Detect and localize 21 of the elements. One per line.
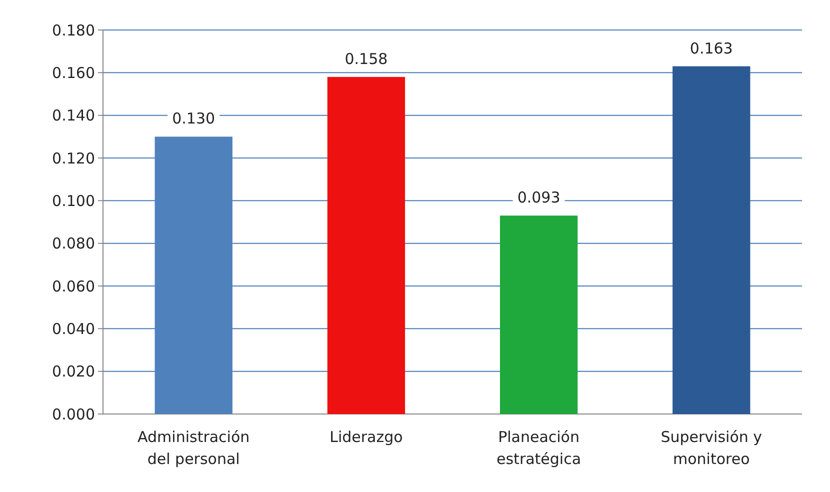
data-label: 0.093 [517,188,560,207]
bar [500,216,578,414]
x-tick-label: Planeación estratégica [496,428,582,468]
y-tick-label: 0.160 [52,64,95,82]
y-tick-label: 0.040 [52,320,95,338]
data-label: 0.130 [172,110,216,128]
x-tick-label: Liderazgo [330,428,403,446]
y-tick-label: 0.140 [52,106,95,125]
x-tick-label: Supervisión y monitoreo [660,428,762,468]
data-label: 0.158 [344,50,388,68]
y-tick-label: 0.020 [52,362,95,381]
x-tick-label: Administración del personal [138,428,250,468]
y-tick-label: 0.120 [52,149,95,168]
bar [327,76,406,414]
data-label: 0.163 [690,39,733,58]
bar [672,66,750,414]
y-tick-label: 0.060 [52,277,95,296]
y-tick-label: 0.100 [52,192,95,210]
y-tick-label: 0.080 [52,234,95,253]
y-tick-label: 0.180 [52,21,95,40]
y-tick-label: 0.000 [52,405,95,424]
